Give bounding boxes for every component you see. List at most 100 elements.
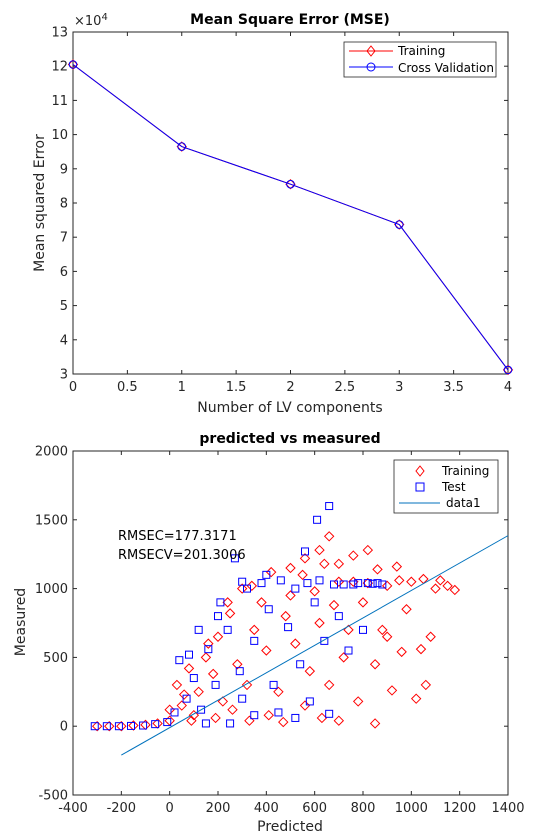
chart2-y-tick-label: 2000 [35,445,68,460]
test-point [301,547,309,556]
chart2-x-tick-label: 1000 [395,801,428,816]
test-point [214,612,222,621]
training-point [410,693,422,704]
training-point [357,597,369,608]
training-point [314,544,325,556]
test-point [320,636,329,645]
test-point [230,554,239,563]
test-point [189,674,198,683]
training-point [261,645,272,656]
test-point [276,576,285,585]
training-point [391,561,403,572]
training-point [420,679,432,691]
training-point [280,610,291,622]
training-point [299,700,311,711]
test-point [127,721,135,730]
chart1-x-axis: 0 0.5 1 1.5 2 2.5 3 3.5 4 [69,32,512,395]
test-point [170,708,179,717]
training-point [348,576,359,587]
test-point [310,598,319,607]
training-point [369,718,381,729]
training-point [285,590,296,601]
chart2-y-label: Measured [13,588,29,656]
chart1-y-tick-label: 4 [60,333,68,348]
training-point [273,686,284,698]
training-point [449,584,461,596]
chart1-x-tick-label: 2 [286,380,294,395]
cross-validation-point [286,179,295,189]
test-point [114,722,123,731]
chart2-y-tick-label: 500 [43,651,68,666]
chart2-legend-training: Training [441,464,489,478]
cross-validation-point [503,365,513,375]
test-point [330,580,338,589]
chart1-y-tick-label: 3 [60,368,68,383]
chart1-title: Mean Square Error (MSE) [190,12,390,28]
cross-validation-point [177,142,187,151]
training-point [236,583,248,594]
chart1-x-tick-label: 0 [69,380,77,395]
test-point [238,577,247,586]
test-point [373,579,382,588]
training-point [299,553,311,564]
chart1-y-tick-label: 7 [60,231,68,246]
training-point [415,643,427,655]
training-point [244,715,255,726]
test-point [363,579,372,588]
training-point [333,558,345,570]
training-point [297,569,308,581]
training-point [67,59,79,70]
chart2-x-label: Predicted [257,819,323,835]
test-point [90,722,99,731]
training-point [316,712,328,724]
cross-validation-series-line [72,64,509,371]
test-point [151,720,160,729]
test-point [163,718,172,727]
chart1-y-exponent: ×104 [74,12,108,29]
test-point [257,579,266,588]
training-point [323,679,335,691]
chart2-legend-data1: data1 [446,496,481,510]
chart1-y-tick-label: 11 [51,94,68,109]
test-point [211,680,220,689]
test-point [291,713,300,722]
test-point [175,656,184,665]
chart1-x-tick-label: 0.5 [117,380,138,395]
test-point [274,708,283,717]
chart1-x-tick-label: 3.5 [443,380,464,395]
cross-validation-point [394,220,404,229]
chart2-x-tick-label: 800 [351,801,376,816]
test-point [182,694,191,703]
training-point [328,599,340,611]
legend-training-diamond-marker [415,465,425,477]
training-point [372,564,383,575]
training-point [394,575,405,586]
cross-validation-point [68,60,78,69]
test-point [325,502,334,511]
training-point [200,652,212,663]
training-point [212,631,224,642]
training-point [224,608,236,619]
training-point [171,679,183,691]
training-point [222,597,233,608]
test-point [264,605,273,614]
test-point [102,722,111,731]
training-point [128,720,139,731]
test-point [354,579,363,588]
chart1-legend-training: Training [397,44,445,58]
training-point [265,566,277,578]
chart2-series [90,502,509,756]
chart1-y-tick-label: 10 [51,128,68,143]
test-point [359,625,367,634]
training-point [369,659,381,670]
test-point [223,625,232,634]
training-point [176,700,187,711]
training-point [396,646,407,658]
chart2-y-tick-label: -500 [38,789,68,804]
test-point [216,598,225,607]
training-point [401,604,412,615]
training-point [164,704,175,715]
chart2-x-tick-label: 200 [206,801,231,816]
training-point [207,668,219,680]
